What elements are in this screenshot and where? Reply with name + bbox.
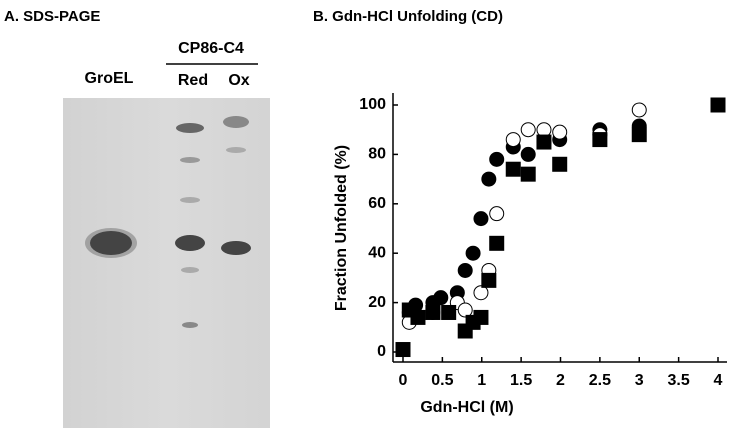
x-tick-label: 1.5 xyxy=(510,372,532,389)
marker xyxy=(465,245,481,261)
marker xyxy=(425,304,441,320)
marker xyxy=(592,132,608,148)
lane-label: GroEL xyxy=(85,70,134,87)
y-tick-label: 40 xyxy=(368,244,386,261)
x-tick-label: 0.5 xyxy=(431,372,453,389)
marker xyxy=(520,146,536,162)
y-tick-label: 80 xyxy=(368,146,386,163)
marker xyxy=(473,211,489,227)
marker xyxy=(552,156,568,172)
x-tick-label: 0 xyxy=(399,372,408,389)
marker xyxy=(489,235,505,251)
x-tick-label: 3.5 xyxy=(668,372,690,389)
lane-label: Ox xyxy=(228,72,249,89)
marker xyxy=(481,171,497,187)
x-tick-label: 3 xyxy=(635,372,644,389)
lane-label: Red xyxy=(178,72,208,89)
marker xyxy=(552,124,568,140)
panel-a-title: A. SDS-PAGE xyxy=(4,8,100,25)
marker xyxy=(457,302,473,318)
x-tick-label: 4 xyxy=(714,372,723,389)
gel-image xyxy=(63,98,270,428)
chart-title: B. Gdn-HCl Unfolding (CD) xyxy=(313,8,503,25)
marker xyxy=(520,122,536,138)
marker xyxy=(410,309,426,325)
marker xyxy=(433,290,449,306)
x-tick-label: 2.5 xyxy=(589,372,611,389)
marker xyxy=(710,97,726,113)
lane-group-label: CP86-C4 xyxy=(178,40,244,57)
marker xyxy=(473,309,489,325)
marker xyxy=(505,161,521,177)
y-tick-label: 0 xyxy=(377,343,386,360)
marker xyxy=(631,102,647,118)
marker xyxy=(631,127,647,143)
x-tick-label: 2 xyxy=(556,372,565,389)
marker xyxy=(457,262,473,278)
marker xyxy=(536,134,552,150)
marker xyxy=(489,206,505,222)
marker xyxy=(481,272,497,288)
y-tick-label: 100 xyxy=(359,96,386,113)
marker xyxy=(473,285,489,301)
marker xyxy=(395,342,411,358)
marker xyxy=(520,166,536,182)
marker xyxy=(489,151,505,167)
marker xyxy=(441,304,457,320)
y-axis-label: Fraction Unfolded (%) xyxy=(333,145,350,311)
x-axis-label: Gdn-HCl (M) xyxy=(420,399,513,416)
marker xyxy=(505,132,521,148)
y-tick-label: 60 xyxy=(368,195,386,212)
x-tick-label: 1 xyxy=(477,372,486,389)
y-tick-label: 20 xyxy=(368,294,386,311)
